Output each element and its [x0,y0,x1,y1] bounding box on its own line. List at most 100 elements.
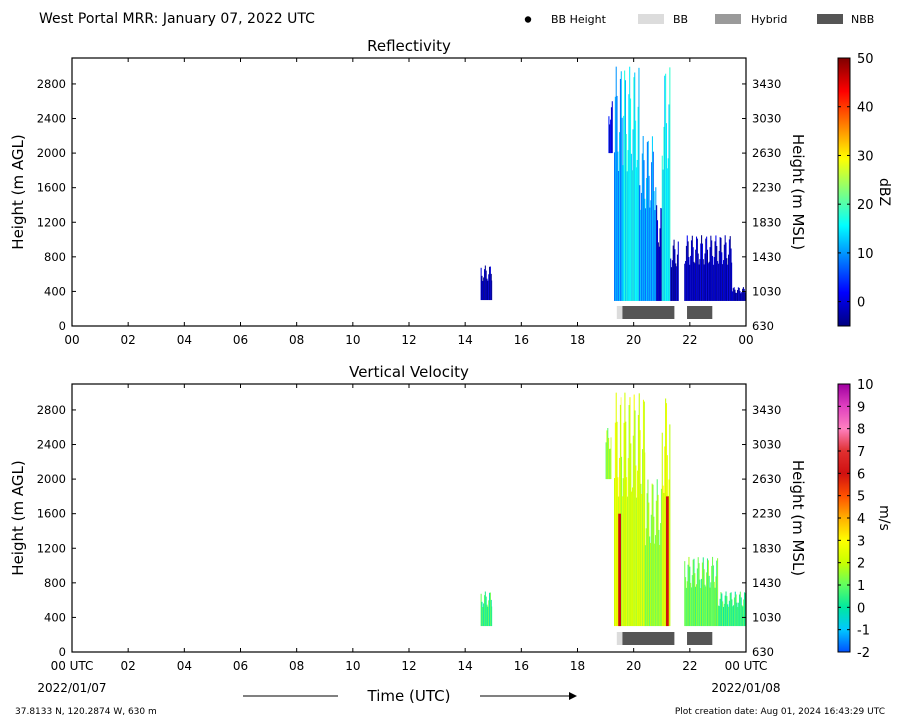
echo-column [733,605,735,627]
echo-column [636,159,638,301]
echo-column [743,599,745,627]
echo-column [713,581,715,627]
colorbar-tick-label: 0 [857,601,865,616]
echo-column [626,171,628,301]
echo-column [704,253,706,301]
legend-label: BB [673,13,688,26]
echo-column [693,558,695,627]
echo-column [611,101,613,154]
bright-band-bar-bb [616,632,623,645]
echo-column [487,606,489,627]
echo-column [733,597,735,627]
echo-column [717,558,719,627]
figure-title: West Portal MRR: January 07, 2022 UTC [39,11,315,27]
echo-column [619,132,621,301]
echo-column [728,600,730,627]
echo-column [738,287,740,301]
echo-column [482,280,484,301]
echo-column [662,485,664,627]
location-note: 37.8133 N, 120.2874 W, 630 m [15,707,157,717]
echo-column [625,421,627,627]
y-tick-label: 2400 [37,112,66,126]
colorbar: -2 -1 0 1 2 3 4 5 6 7 8 9 10 m/s [837,378,892,661]
y-tick-label: 1200 [37,541,66,555]
echo-column [644,452,646,627]
echo-column [719,237,721,301]
echo-column [731,599,733,627]
echo-column [708,575,710,627]
echo-column [651,136,653,301]
echo-column [685,261,687,301]
echo-column [715,576,717,627]
start-date: 2022/01/07 [37,681,106,695]
time-axis-label: Time (UTC) [367,687,451,705]
echo-column [727,604,729,627]
x-tick-label: 04 [177,333,192,347]
bright-band-bar-bb [616,306,623,319]
echo-column [700,588,702,627]
echo-column [725,242,727,301]
echo-column [658,529,660,627]
data-field [480,392,746,627]
colorbar-tick-label: 10 [857,247,874,262]
colorbar-label: dBZ [876,178,892,206]
echo-column [634,72,636,301]
echo-column [490,273,492,301]
echo-column [717,605,719,627]
echo-column [728,254,730,301]
echo-column [713,256,715,301]
x-tick-label: 14 [458,333,473,347]
echo-column [705,586,707,627]
echo-column [686,581,688,627]
echo-column [721,593,723,627]
echo-column [481,601,483,627]
echo-column [631,487,634,627]
echo-column [486,604,488,627]
echo-column [644,545,646,627]
echo-column [732,606,734,627]
legend-label: BB Height [551,13,607,26]
echo-column [655,535,657,627]
echo-column [623,115,625,301]
echo-column [724,235,726,301]
y-tick-label: 1600 [37,507,66,521]
echo-column [716,245,718,301]
echo-column [489,592,491,627]
echo-column [660,207,662,301]
echo-column [673,239,675,301]
echo-column [696,568,698,627]
echo-column [481,275,483,301]
echo-column [637,414,639,627]
x-tick-label: 08 [289,659,304,673]
colorbar-tick-label: 20 [857,198,874,213]
echo-column [643,160,645,301]
echo-column [684,263,686,301]
echo-column [483,269,486,301]
colorbar-scale [837,57,851,327]
echo-column [638,67,640,301]
echo-column [735,594,737,627]
time-axis: Time (UTC) 2022/01/07 2022/01/08 [37,681,780,705]
echo-column [661,208,662,301]
echo-column [701,578,703,627]
echo-column [690,255,692,301]
echo-column [669,67,671,301]
echo-column [482,606,484,627]
echo-column [736,292,738,301]
echo-column [629,397,631,627]
bright-band-bar-nbb [622,632,675,645]
colorbar: 0 10 20 30 40 50 dBZ [837,52,892,327]
x-tick-label: 20 [626,333,641,347]
echo-column [702,259,704,301]
echo-column [632,129,634,301]
echo-column [634,410,636,627]
x-tick-label: 18 [570,659,585,673]
echo-column [729,236,731,301]
echo-column [614,96,616,301]
colorbar-tick-label: 6 [857,467,865,482]
echo-column [731,291,734,301]
echo-column [709,247,711,301]
echo-column [739,591,741,627]
echo-column [741,292,743,301]
